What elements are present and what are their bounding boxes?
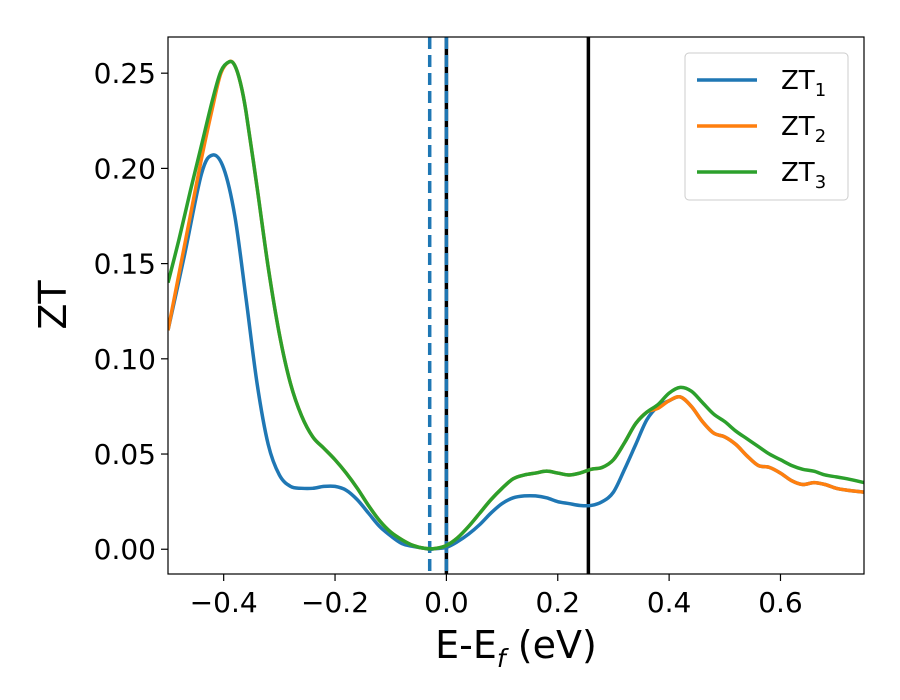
plot-frame	[167, 36, 865, 575]
legend-box	[684, 52, 849, 201]
y-axis-ticks: 0.00 0.05 0.10 0.15 0.20 0.25	[94, 57, 168, 566]
x-tick-label: 0.4	[647, 586, 692, 619]
legend-label-zt2: ZT2	[781, 112, 826, 147]
reference-lines	[427, 37, 591, 574]
legend-label-zt1: ZT1	[781, 66, 826, 101]
x-axis-label: E-Ef (eV)	[435, 623, 597, 673]
x-axis-label-main: E-E	[435, 623, 497, 667]
x-tick-label: 0.6	[758, 586, 803, 619]
y-tick-label: 0.00	[94, 533, 156, 566]
x-axis-ticks: −0.4 −0.2 0.0 0.2 0.4 0.6	[190, 574, 803, 619]
y-axis-label: ZT	[31, 280, 75, 330]
y-tick-label: 0.20	[94, 152, 156, 185]
series-lines	[168, 59, 864, 551]
legend-entries: ZT1 ZT2 ZT3	[697, 66, 826, 193]
x-tick-label: −0.2	[301, 586, 369, 619]
legend-label-zt3: ZT3	[781, 158, 826, 193]
y-tick-label: 0.25	[94, 57, 156, 90]
series-line-zt3	[168, 59, 864, 551]
y-tick-label: 0.05	[94, 438, 156, 471]
x-axis-label-suffix: (eV)	[506, 623, 597, 667]
x-tick-label: 0.0	[424, 586, 469, 619]
x-tick-label: −0.4	[190, 586, 258, 619]
x-tick-label: 0.2	[535, 586, 580, 619]
y-tick-label: 0.10	[94, 343, 156, 376]
y-tick-label: 0.15	[94, 248, 156, 281]
series-line-zt1	[168, 153, 864, 551]
legend: ZT1 ZT2 ZT3	[684, 52, 849, 201]
